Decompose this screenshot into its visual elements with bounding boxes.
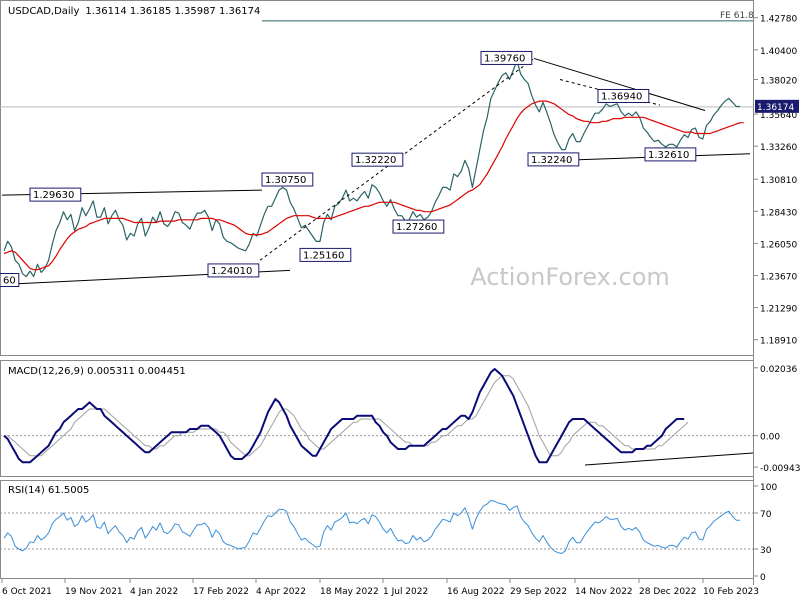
price-tick-label: 1.42780 xyxy=(760,15,797,25)
macd-trend-line xyxy=(584,452,754,466)
price-level-label: 1.36940 xyxy=(601,91,642,102)
price-level-label: 1.27260 xyxy=(396,222,437,233)
price-level-label-box xyxy=(261,172,314,187)
price-level-label: 1.32240 xyxy=(531,155,572,166)
price-level-label-box xyxy=(207,263,260,278)
x-tick-label: 1 Jul 2022 xyxy=(383,587,428,597)
x-tick-label: 10 Feb 2023 xyxy=(703,587,759,597)
current-price-box xyxy=(755,99,799,113)
x-tick-label: 28 Dec 2022 xyxy=(639,587,697,597)
price-level-label-box xyxy=(597,88,650,103)
price-tick-label: 1.35640 xyxy=(760,111,797,121)
rsi-layer xyxy=(0,499,753,554)
price-panel-frame xyxy=(0,0,754,356)
rsi-tick-label: 100 xyxy=(760,483,777,493)
price-tick-label: 1.23670 xyxy=(760,273,797,283)
moving-average-line xyxy=(3,100,744,271)
macd-line xyxy=(3,368,685,464)
price-level-label: 1.29630 xyxy=(33,190,74,201)
price-tick-label: 1.26050 xyxy=(760,240,797,250)
price-level-label: 1.24010 xyxy=(211,266,252,277)
fe-level-label: FE 61.8 xyxy=(720,11,754,21)
rsi-tick-label: 30 xyxy=(760,546,772,556)
price-tick-label: 1.40400 xyxy=(760,47,797,57)
symbol-text: USDCAD,Daily xyxy=(8,6,79,17)
macd-signal-line xyxy=(4,375,689,457)
price-level-label-box xyxy=(351,152,404,167)
x-tick-label: 14 Nov 2022 xyxy=(575,587,633,597)
price-tick-label: 1.28430 xyxy=(760,208,797,218)
symbol-label: USDCAD,Daily 1.36114 1.36185 1.35987 1.36… xyxy=(8,6,260,17)
price-level-label: 1.32610 xyxy=(648,150,689,161)
x-tick-label: 18 May 2022 xyxy=(320,587,379,597)
x-tick-label: 6 Oct 2021 xyxy=(2,587,52,597)
price-level-label-box xyxy=(0,273,20,288)
macd-tick-label: 0.00 xyxy=(760,433,780,443)
price-level-label-box xyxy=(392,219,445,234)
x-tick-label: 29 Sep 2022 xyxy=(510,587,567,597)
rsi-tick-label: 0 xyxy=(760,573,766,583)
price-level-label-box xyxy=(644,147,697,162)
macd-tick-label: 0.02036 xyxy=(760,365,797,375)
price-level-label-box xyxy=(29,187,82,202)
macd-tick-label: -0.009438 xyxy=(760,464,800,474)
price-level-label: 1.32220 xyxy=(355,155,396,166)
x-tick-label: 17 Feb 2022 xyxy=(193,587,249,597)
x-tick-label: 4 Jan 2022 xyxy=(130,587,178,597)
price-tick-label: 1.38020 xyxy=(760,76,797,86)
ohlc-text: 1.36114 1.36185 1.35987 1.36174 xyxy=(85,6,260,17)
triangle-top-line xyxy=(533,57,706,112)
price-level-label-box xyxy=(480,50,533,65)
price-level-label: 1.39760 xyxy=(484,53,525,64)
price-tick-label: 1.21290 xyxy=(760,305,797,315)
x-tick-label: 16 Aug 2022 xyxy=(447,587,505,597)
x-tick-label: 4 Apr 2022 xyxy=(256,587,306,597)
price-level-label-box xyxy=(299,247,352,262)
price-level-label: 1.30750 xyxy=(265,175,306,186)
current-price-label: 1.36174 xyxy=(757,103,794,113)
price-tick-label: 1.30810 xyxy=(760,176,797,186)
price-layer: FE 61.8 1.29630 1.30750 1.24010 1.25160 1.322… xyxy=(0,11,754,288)
price-series-line xyxy=(3,59,740,278)
watermark-text: ActionForex.com xyxy=(470,263,670,291)
x-tick-label: 19 Nov 2021 xyxy=(65,587,123,597)
rsi-line xyxy=(3,499,740,554)
macd-title: MACD(12,26,9) 0.005311 0.004451 xyxy=(8,366,186,377)
price-level-label: 1.25160 xyxy=(303,250,344,261)
price-level-label-box xyxy=(527,152,580,167)
rsi-tick-label: 70 xyxy=(760,510,772,520)
price-tick-label: 1.18910 xyxy=(760,337,797,347)
macd-layer xyxy=(0,368,754,466)
axis-layer: 1.42780 1.40400 1.38020 1.35640 1.33260 1.308… xyxy=(1,15,800,597)
price-tick-label: 1.33260 xyxy=(760,143,797,153)
rsi-title: RSI(14) 61.5005 xyxy=(8,485,89,496)
price-level-label: 60 xyxy=(3,276,16,287)
rsi-panel-frame xyxy=(0,480,754,579)
